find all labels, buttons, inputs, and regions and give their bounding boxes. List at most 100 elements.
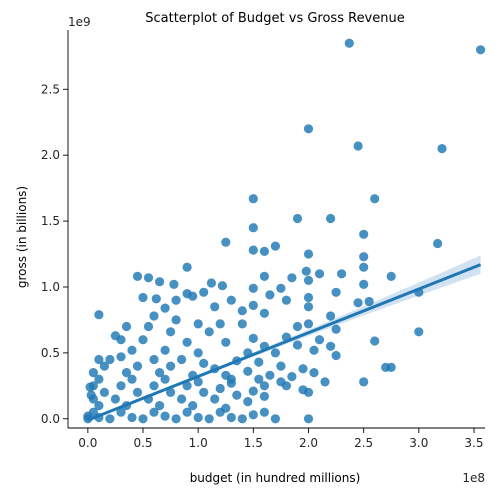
scatter-point — [276, 283, 286, 293]
scatter-point — [326, 311, 336, 321]
scatter-point — [287, 372, 297, 382]
scatter-point — [232, 390, 242, 400]
scatter-point — [193, 377, 203, 387]
scatter-point — [85, 382, 95, 392]
scatter-point — [116, 335, 126, 345]
scatter-point — [243, 366, 253, 376]
scatter-point — [237, 306, 247, 316]
scatter-point — [309, 368, 319, 378]
scatter-point — [331, 287, 341, 297]
scatter-point — [270, 348, 280, 358]
scatter-point — [149, 354, 159, 365]
scatter-point — [364, 296, 374, 307]
scatter-point — [193, 412, 203, 423]
scatter-point — [121, 321, 132, 332]
scatter-point — [151, 294, 161, 304]
scatter-point — [303, 249, 314, 259]
scatter-point — [370, 336, 380, 346]
scatter-point — [160, 345, 170, 355]
scatter-point — [259, 381, 269, 391]
scatter-point — [160, 411, 170, 421]
scatter-point — [337, 269, 347, 279]
scatter-point — [370, 194, 380, 204]
y-axis-label: gross (in billions) — [15, 186, 29, 288]
scatter-point — [94, 401, 104, 411]
y-tick-label: 0.0 — [41, 412, 60, 426]
x-tick-label: 0.5 — [133, 436, 152, 450]
scatter-point — [298, 364, 308, 374]
scatter-point — [221, 337, 231, 347]
scatter-point — [215, 383, 225, 394]
scatter-point — [94, 310, 104, 320]
scatter-point — [199, 387, 209, 397]
scatter-point — [359, 279, 369, 289]
scatter-point — [116, 407, 126, 417]
chart-title: Scatterplot of Budget vs Gross Revenue — [145, 11, 404, 26]
y-axis-multiplier: 1e9 — [68, 15, 91, 29]
scatter-point — [414, 327, 424, 337]
scatter-point — [331, 350, 341, 361]
x-tick-label: 0.0 — [78, 436, 97, 450]
scatter-point — [237, 319, 247, 329]
scatter-point — [353, 298, 363, 308]
scatter-point — [292, 321, 303, 332]
scatter-point — [116, 352, 126, 362]
scatter-point — [359, 262, 369, 272]
regression-line-group — [87, 263, 482, 422]
scatter-point — [204, 327, 214, 337]
scatter-point — [127, 345, 137, 355]
scatter-point — [99, 387, 109, 397]
scatter-point — [193, 319, 203, 329]
scatter-point — [248, 194, 258, 204]
scatter-point — [248, 245, 258, 255]
scatter-point — [182, 407, 192, 417]
scatter-point — [143, 273, 154, 283]
y-tick-label: 2.0 — [41, 148, 60, 162]
scatter-point — [270, 414, 280, 424]
scatter-point — [127, 412, 137, 423]
scatter-point — [353, 141, 363, 151]
scatter-point — [94, 374, 104, 384]
scatter-point — [248, 223, 258, 233]
x-tick-label: 2.0 — [299, 436, 318, 450]
scatter-point — [188, 291, 198, 301]
scatter-point — [182, 262, 192, 272]
scatter-point — [138, 414, 148, 424]
scatter-point — [193, 348, 203, 358]
scatter-point — [248, 410, 258, 420]
axes: 0.0 0.5 1.0 1.5 2.0 2.5 3.0 3.5 0.0 0.5 1.0 1.5 2.0 2… — [41, 30, 485, 450]
scatter-point — [88, 368, 98, 378]
scatter-point — [143, 321, 154, 332]
scatter-point — [149, 381, 159, 391]
scatter-point — [303, 319, 314, 329]
y-tick-label: 1.5 — [41, 214, 60, 228]
scatter-point — [221, 237, 231, 247]
scatter-point — [331, 324, 341, 334]
scatter-point — [359, 252, 369, 262]
scatter-point — [138, 335, 148, 345]
scatter-point — [99, 361, 109, 371]
scatter-point — [149, 311, 159, 321]
scatter-point — [215, 319, 225, 329]
scatter-point — [259, 246, 269, 256]
scatter-point — [254, 374, 264, 384]
scatter-point — [237, 414, 247, 424]
scatter-point — [217, 281, 227, 291]
scatter-point — [210, 394, 220, 404]
scatter-point — [248, 283, 258, 293]
scatter-point — [226, 412, 236, 423]
scatter-point — [182, 381, 192, 391]
scatter-point — [265, 370, 275, 380]
x-tick-label: 2.5 — [354, 436, 373, 450]
scatter-point — [116, 381, 126, 391]
scatter-point — [138, 292, 148, 303]
scatter-point — [206, 278, 216, 288]
scatter-point — [105, 414, 115, 424]
y-tick-label: 1.0 — [41, 280, 60, 294]
scatter-point — [243, 397, 253, 407]
scatter-point — [301, 266, 311, 276]
scatter-point — [303, 275, 314, 285]
scatter-point — [155, 401, 165, 411]
scatter-point — [86, 390, 96, 400]
scatter-point — [171, 315, 181, 325]
